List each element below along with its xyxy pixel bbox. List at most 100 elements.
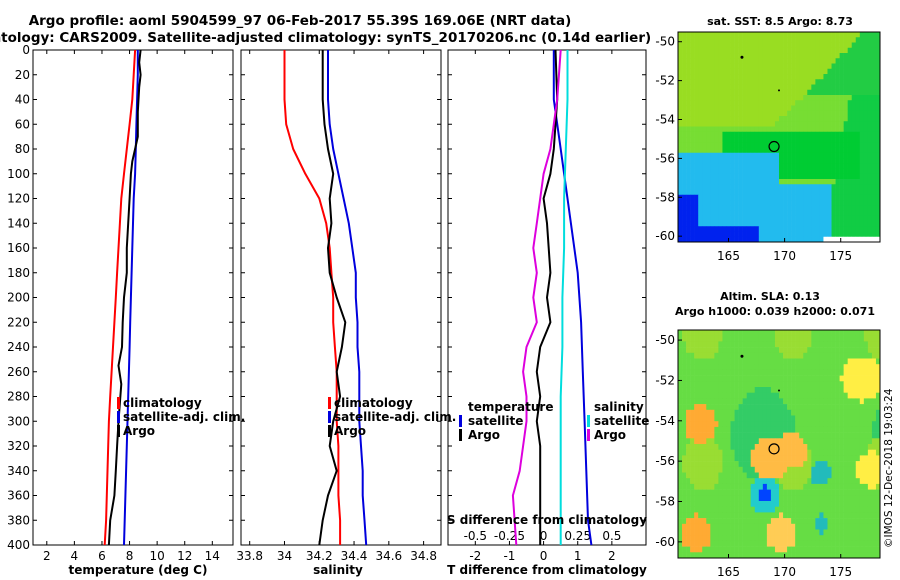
sla-map-cell [774,438,780,445]
sst-map-cell [819,184,824,190]
sla-map-cell [718,369,723,376]
sla-map-cell [750,506,756,513]
sla-map-xtick-label: 170 [773,565,796,579]
sla-map-cell [758,409,764,416]
sst-map-cell [851,137,857,143]
sla-map-cell [871,335,877,342]
sst-map-cell [742,95,747,101]
sst-map-cell [722,84,727,91]
sst-map-cell [754,231,760,238]
sla-map-cell [730,347,735,354]
sst-map-cell [730,63,735,70]
sst-map-cell [787,58,792,64]
sst-map-cell [807,42,812,49]
sst-map-cell [875,42,881,49]
sla-map-cell [758,432,764,439]
sst-map-cell [855,42,861,49]
sla-map-cell [867,512,873,519]
sla-map-cell [682,358,687,365]
sst-map-cell [819,63,824,70]
sla-map-cell [714,398,719,405]
sla-map-cell [855,444,861,450]
sst-map-cell [698,126,703,133]
sla-map-cell [839,466,844,473]
sla-map-cell [706,529,711,536]
sst-map-cell [678,121,683,127]
sst-map-cell [787,158,792,164]
sst-map-cell [863,95,869,101]
sla-map-cell [762,552,768,559]
sst-map-cell [863,68,869,75]
sla-map-cell [726,375,731,382]
sst-map-cell [682,105,687,112]
sla-map-cell [779,381,784,388]
sst-map-cell [718,58,723,64]
sst-map-cell [746,189,752,196]
sst-map-cell [807,84,812,91]
sst-map-cell [803,110,808,117]
sst-map-cell [766,152,772,159]
sst-map-cell [871,74,877,80]
sst-map-cell [807,152,812,159]
sla-map-cell [799,444,804,450]
sla-map-cell [807,540,812,547]
sla-map-cell [875,461,881,468]
sst-map-cell [859,179,865,185]
sla-map-cell [694,358,699,365]
sla-map-cell [758,335,764,342]
sst-map-cell [779,37,784,43]
sla-map-cell [726,483,731,490]
sla-map-cell [734,540,739,547]
sst-map-cell [863,158,869,164]
sla-map-cell [851,444,857,450]
sst-map-cell [851,74,857,80]
sst-map-cell [799,221,804,227]
sla-map-cell [807,375,812,382]
sla-map-cell [827,409,832,416]
sla-map-cell [762,472,768,479]
sla-map-cell [787,552,792,559]
sla-map-cell [875,455,881,462]
sst-map-cell [742,189,747,196]
sla-map-cell [795,523,800,530]
sst-map-cell [851,184,857,190]
sst-map-cell [783,131,788,138]
sla-map-cell [706,347,711,354]
sst-map-cell [795,42,800,49]
sst-map-cell [734,226,739,232]
sla-map-cell [730,506,735,513]
sst-map-cell [811,116,816,122]
sla-map-cell [726,506,731,513]
sla-map-cell [795,341,800,348]
sla-map-cell [851,330,857,336]
sst-map-cell [815,163,820,169]
sst-map-cell [770,158,776,164]
sst-map-cell [823,105,828,112]
sst-map-cell [859,42,865,49]
sst-map-cell [706,126,711,133]
sla-map-cell [811,375,816,382]
sst-map-cell [847,205,853,211]
sst-map-cell [706,68,711,75]
sst-map-cell [787,231,792,238]
sst-map-cell [766,168,772,175]
sla-map-cell [831,489,836,496]
sla-map-cell [843,392,848,399]
sst-map-cell [678,63,683,70]
sst-map-cell [702,32,707,38]
sla-map-cell [851,529,857,536]
sst-map-cell [774,126,780,133]
sst-map-cell [835,42,840,49]
sst-map-cell [722,42,727,49]
sst-map-cell [795,215,800,222]
sla-map-cell [807,506,812,513]
sla-map-cell [795,518,800,525]
sla-map-cell [839,472,844,479]
sst-map-cell [787,221,792,227]
sla-map-cell [867,364,873,371]
sla-map-cell [839,432,844,439]
sst-map-cell [694,221,699,227]
sst-map-cell [774,173,780,180]
sst-map-cell [706,116,711,122]
sst-map-cell [819,200,824,206]
